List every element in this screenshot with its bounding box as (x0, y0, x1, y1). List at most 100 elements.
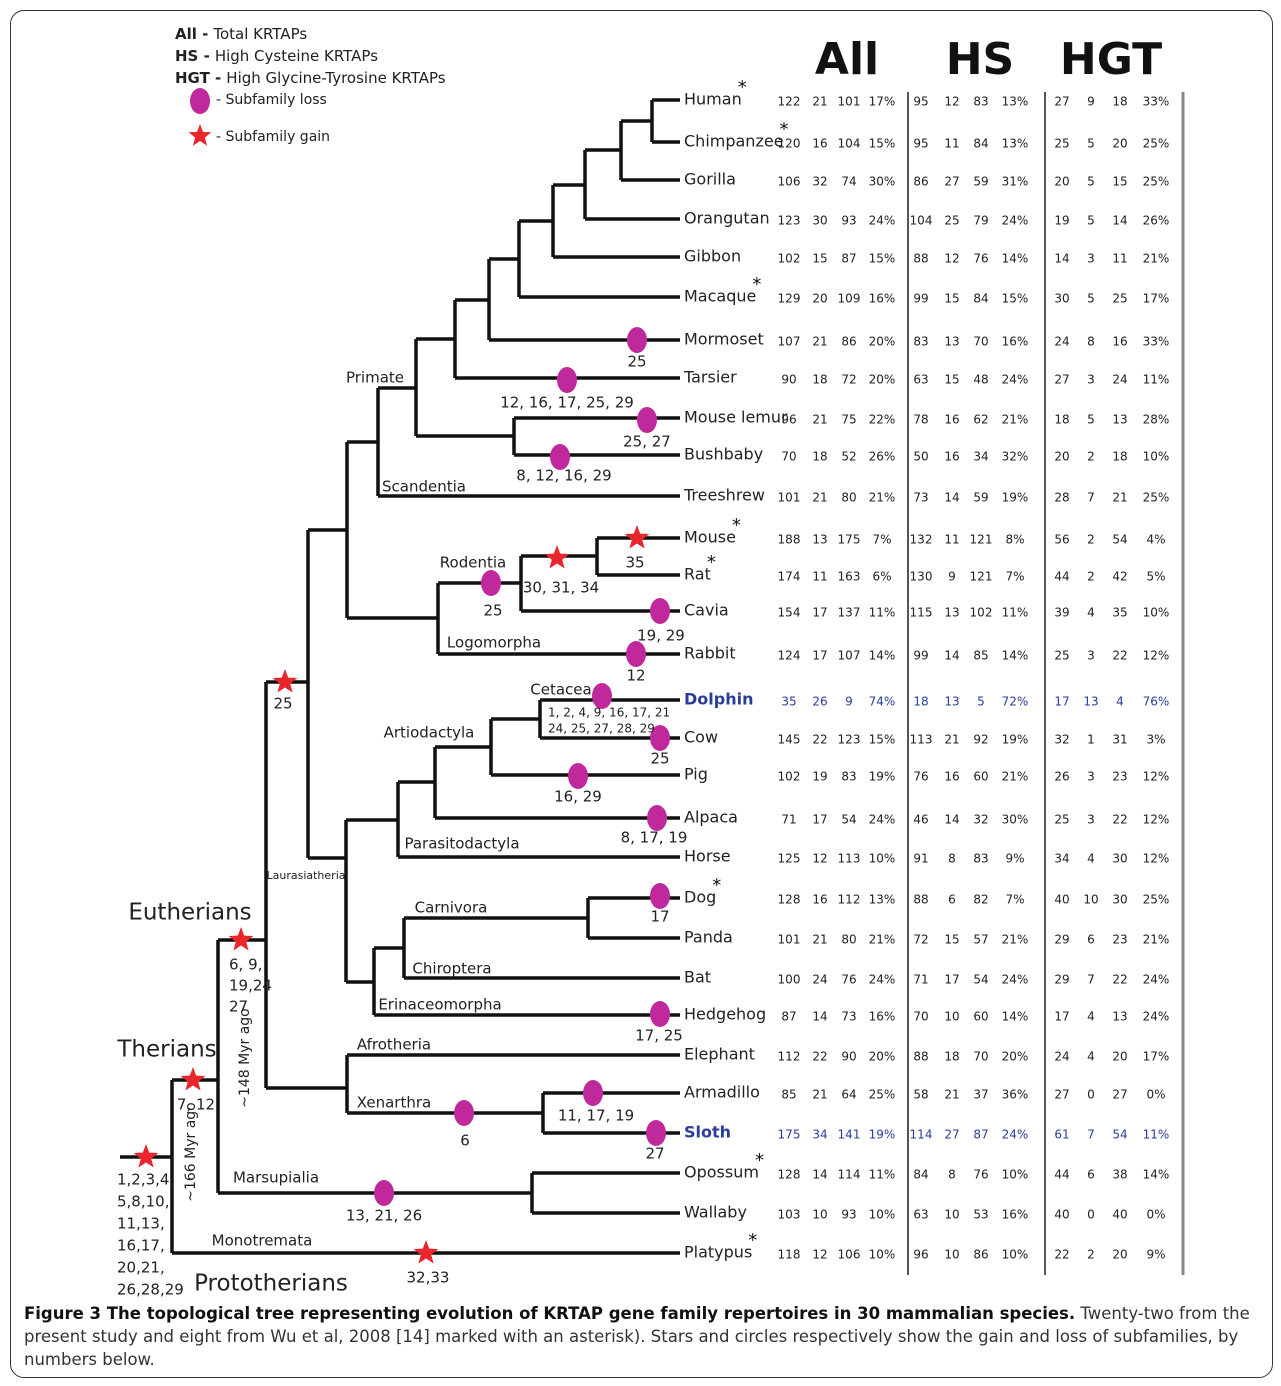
table-cell: 24% (1143, 973, 1170, 987)
table-cell: 21 (812, 335, 827, 349)
event-label: 11, 17, 19 (558, 1107, 634, 1125)
table-cell: 15% (1002, 292, 1029, 306)
event-label: 16,17, (117, 1237, 165, 1255)
table-cell: 15 (944, 292, 959, 306)
table-cell: 17% (1143, 292, 1170, 306)
table-cell: 24% (869, 813, 896, 827)
table-cell: 84 (973, 292, 988, 306)
table-cell: 58 (913, 1088, 928, 1102)
table-cell: 26% (1143, 214, 1170, 228)
table-cell: 76 (913, 770, 928, 784)
clade-label: Primate (346, 369, 404, 387)
table-cell: 4 (1087, 1010, 1095, 1024)
table-cell: 25 (944, 214, 959, 228)
table-cell: 63 (913, 1208, 928, 1222)
table-cell: 78 (913, 413, 928, 427)
table-cell: 90 (781, 373, 796, 387)
table-cell: 3 (1087, 649, 1095, 663)
table-cell: 16 (1112, 335, 1127, 349)
table-cell: 18 (1112, 95, 1127, 109)
table-cell: 128 (778, 1168, 801, 1182)
table-cell: 16 (944, 770, 959, 784)
table-cell: 5 (1087, 175, 1095, 189)
table-cell: 5 (1087, 413, 1095, 427)
table-cell: 87 (781, 1010, 796, 1024)
table-cell: 8 (948, 852, 956, 866)
table-cell: 7 (1087, 491, 1095, 505)
table-cell: 23 (1112, 933, 1127, 947)
table-cell: 74% (869, 695, 896, 709)
clade-label: Parasitodactyla (404, 835, 519, 853)
table-cell: 10 (944, 1010, 959, 1024)
table-cell: 10 (812, 1208, 827, 1222)
table-cell: 14 (944, 813, 959, 827)
table-cell: 26 (812, 695, 827, 709)
table-cell: 4% (1146, 533, 1165, 547)
table-cell: 17 (944, 973, 959, 987)
table-cell: 24 (812, 973, 827, 987)
table-cell: 128 (778, 893, 801, 907)
table-cell: 5 (1087, 137, 1095, 151)
clade-label: Carnivora (415, 899, 488, 917)
table-cell: 25% (1143, 137, 1170, 151)
table-cell: 27 (1112, 1088, 1127, 1102)
table-cell: 154 (778, 606, 801, 620)
event-label: 19, 29 (637, 627, 685, 645)
table-cell: 101 (778, 491, 801, 505)
table-cell: 11 (812, 570, 827, 584)
table-cell: 19 (812, 770, 827, 784)
table-cell: 72% (1002, 695, 1029, 709)
table-cell: 14 (1054, 252, 1069, 266)
table-cell: 4 (1087, 606, 1095, 620)
table-cell: 36% (1002, 1088, 1029, 1102)
table-cell: 145 (778, 733, 801, 747)
legend-entry: HS - High Cysteine KRTAPs (175, 47, 378, 65)
table-cell: 104 (910, 214, 933, 228)
table-cell: 35 (781, 695, 796, 709)
group-label: Eutherians (128, 900, 251, 926)
event-label: 12 (626, 667, 645, 685)
table-cell: 62 (973, 413, 988, 427)
event-label: 17, 25 (635, 1027, 683, 1045)
table-cell: 113 (910, 733, 933, 747)
table-cell: 22 (1112, 973, 1127, 987)
event-label: 25 (627, 353, 646, 371)
table-cell: 32 (812, 175, 827, 189)
gain-star (272, 669, 298, 693)
table-cell: 32 (973, 813, 988, 827)
table-cell: 123 (838, 733, 861, 747)
table-cell: 24% (1002, 1128, 1029, 1142)
caption-text: Twenty-two from the present study and ei… (24, 1304, 1250, 1369)
clade-label: Marsupialia (233, 1169, 319, 1187)
clade-label: Afrotheria (357, 1036, 431, 1054)
clade-label: Erinaceomorpha (378, 996, 501, 1014)
legend-key: All - (175, 25, 208, 43)
asterisk: * (752, 274, 761, 295)
event-label: 25, 27 (623, 433, 671, 451)
species-name: Tarsier (683, 368, 737, 387)
table-cell: 42 (1112, 570, 1127, 584)
loss-circle (626, 641, 646, 667)
caption-title: Figure 3 The topological tree representi… (24, 1304, 1076, 1323)
table-cell: 59 (973, 491, 988, 505)
table-cell: 12 (944, 95, 959, 109)
table-cell: 70 (781, 450, 796, 464)
table-cell: 8% (1005, 533, 1024, 547)
table-cell: 6% (872, 570, 891, 584)
table-cell: 52 (841, 450, 856, 464)
table-cell: 54 (973, 973, 988, 987)
table-cell: 20% (1002, 1050, 1029, 1064)
table-cell: 141 (838, 1128, 861, 1142)
event-label: 6 (460, 1132, 470, 1150)
table-cell: 10 (1083, 893, 1098, 907)
clade-label: Artiodactyla (384, 724, 475, 742)
table-cell: 9 (948, 570, 956, 584)
clade-label: Scandentia (382, 478, 466, 496)
table-cell: 7% (1005, 570, 1024, 584)
table-cell: 34 (812, 1128, 827, 1142)
table-cell: 5% (1146, 570, 1165, 584)
table-cell: 83 (973, 95, 988, 109)
table-cell: 76% (1143, 695, 1170, 709)
event-label: 7, 12 (177, 1096, 215, 1114)
table-cell: 17 (812, 813, 827, 827)
